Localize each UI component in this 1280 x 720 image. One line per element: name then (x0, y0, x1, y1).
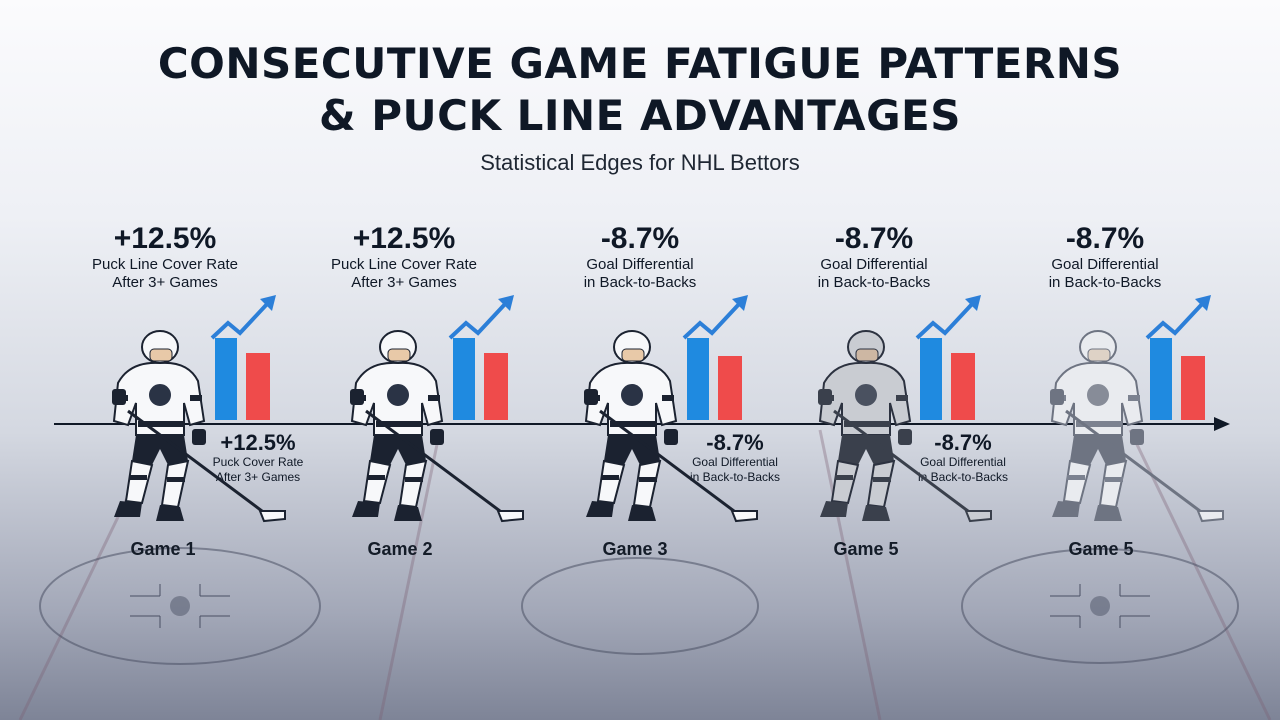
bar-trend-icon (915, 295, 981, 420)
stat-label: Puck Line Cover Rate (331, 256, 477, 273)
stat-game-3: -8.7% Goal Differential in Back-to-Backs (520, 222, 760, 292)
stat-label: Puck Line Cover Rate (92, 256, 238, 273)
mid-stat-label: Goal Differential (692, 455, 778, 469)
bar-trend-icon (1145, 295, 1211, 420)
mid-stat-value: -8.7% (706, 430, 764, 455)
mid-stat-label-2: in Back-to-Backs (917, 470, 1009, 484)
stat-value: +12.5% (352, 222, 456, 255)
stat-value: +12.5% (113, 222, 217, 255)
game-label: Game 1 (130, 539, 196, 559)
hockey-player-icon (818, 330, 992, 523)
page-subtitle: Statistical Edges for NHL Bettors (480, 150, 800, 175)
hockey-player-icon (112, 330, 286, 523)
stat-value: -8.7% (1065, 222, 1145, 255)
stat-label: Goal Differential (586, 256, 694, 273)
mid-stat-label-2: in Back-to-Backs (689, 470, 781, 484)
stat-game-2: +12.5% Puck Line Cover Rate After 3+ Gam… (284, 222, 524, 292)
stat-game-1: +12.5% Puck Line Cover Rate After 3+ Gam… (45, 222, 285, 292)
page-title: CONSECUTIVE GAME FATIGUE PATTERNS & PUCK… (0, 38, 1280, 142)
stat-game-5: -8.7% Goal Differential in Back-to-Backs (985, 222, 1225, 292)
stat-label: Goal Differential (1051, 256, 1159, 273)
game-label: Game 3 (602, 539, 668, 559)
stat-label: Goal Differential (820, 256, 928, 273)
mid-stat-value: -8.7% (934, 430, 992, 455)
bar-trend-icon (682, 295, 748, 420)
bar-trend-icon (448, 295, 514, 420)
game-label: Game 2 (367, 539, 433, 559)
mid-stat-value: +12.5% (220, 430, 296, 455)
hockey-player-icon (1050, 330, 1224, 523)
mid-stat-game-1: +12.5% Puck Cover Rate After 3+ Games (178, 430, 338, 485)
mid-stat-label-2: After 3+ Games (215, 470, 301, 484)
stat-label-2: in Back-to-Backs (817, 274, 931, 291)
stat-value: -8.7% (600, 222, 680, 255)
stat-label-2: After 3+ Games (112, 274, 218, 291)
title-line-1: CONSECUTIVE GAME FATIGUE PATTERNS (157, 39, 1123, 88)
stat-value: -8.7% (834, 222, 914, 255)
stat-game-4: -8.7% Goal Differential in Back-to-Backs (754, 222, 994, 292)
game-label: Game 5 (1068, 539, 1134, 559)
hockey-player-icon (350, 330, 524, 523)
mid-stat-label: Goal Differential (920, 455, 1006, 469)
title-line-2: & PUCK LINE ADVANTAGES (319, 91, 961, 140)
mid-stat-label: Puck Cover Rate (212, 455, 304, 469)
stat-label-2: in Back-to-Backs (1048, 274, 1162, 291)
game-label: Game 5 (833, 539, 899, 559)
mid-stat-game-3: -8.7% Goal Differential in Back-to-Backs (655, 430, 815, 485)
hockey-player-icon (584, 330, 758, 523)
stat-label-2: in Back-to-Backs (583, 274, 697, 291)
bar-trend-icon (210, 295, 276, 420)
mid-stat-game-4: -8.7% Goal Differential in Back-to-Backs (883, 430, 1043, 485)
stat-label-2: After 3+ Games (351, 274, 457, 291)
